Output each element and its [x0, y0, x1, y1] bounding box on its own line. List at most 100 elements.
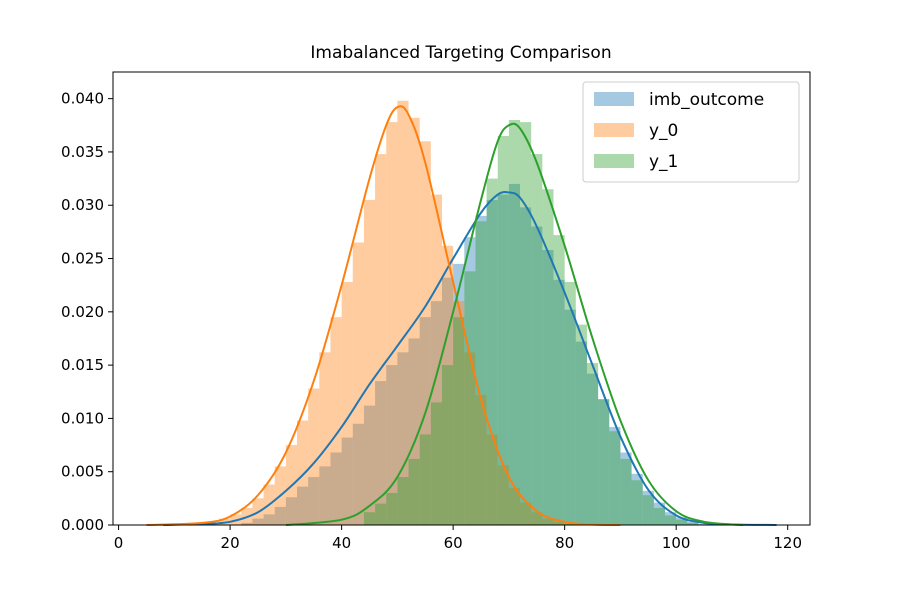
hist-bar-y-0 [386, 122, 398, 526]
hist-bar-y-1 [363, 512, 376, 525]
hist-bar-y-0 [308, 388, 320, 525]
hist-bar-imb-outcome [598, 399, 610, 525]
hist-bar-imb-outcome [631, 473, 643, 525]
hist-bar-imb-outcome [330, 452, 342, 525]
hist-bar-imb-outcome [665, 512, 677, 525]
hist-bar-imb-outcome [464, 237, 476, 525]
hist-bar-y-1 [620, 458, 632, 525]
hist-bar-y-1 [665, 515, 677, 525]
hist-bar-imb-outcome [698, 523, 710, 525]
y-tick-label: 0.015 [61, 356, 104, 374]
y-tick-label: 0.020 [61, 303, 104, 321]
legend-swatch-y-1 [594, 154, 634, 168]
hist-bar-imb-outcome [609, 426, 621, 525]
x-tick-label: 120 [773, 534, 802, 552]
hist-bar-imb-outcome [542, 250, 554, 525]
legend-box [582, 81, 800, 183]
hist-bar-y-1 [542, 189, 554, 525]
hist-bar-imb-outcome [263, 514, 275, 525]
hist-bar-imb-outcome [252, 518, 264, 525]
y-tick-label: 0.010 [61, 409, 104, 427]
hist-bar-imb-outcome [408, 338, 420, 525]
y-tick-label: 0.025 [61, 250, 104, 268]
hist-bar-y-0 [508, 487, 521, 525]
hist-bar-y-0 [352, 242, 364, 525]
legend-label-y-1: y_1 [649, 152, 678, 172]
hist-bar-imb-outcome [531, 226, 543, 525]
hist-bar-y-1 [676, 519, 688, 525]
hist-bar-y-0 [520, 502, 532, 525]
hist-bar-y-1 [642, 495, 654, 525]
hist-bar-y-0 [542, 518, 554, 525]
legend-label-y-0: y_0 [649, 121, 678, 141]
hist-bar-imb-outcome [386, 365, 398, 525]
hist-bar-imb-outcome [397, 352, 409, 525]
legend-swatch-imb-outcome [594, 92, 634, 106]
hist-bar-y-0 [553, 521, 565, 525]
hist-bar-y-1 [598, 399, 610, 525]
hist-bar-imb-outcome [475, 215, 487, 526]
x-tick-label: 100 [662, 534, 691, 552]
x-tick-label: 60 [444, 534, 463, 552]
hist-bar-imb-outcome [564, 309, 576, 525]
hist-bar-y-1 [564, 281, 576, 525]
hist-bar-imb-outcome [375, 381, 387, 525]
hist-bar-imb-outcome [453, 263, 465, 525]
hist-bar-imb-outcome [341, 437, 353, 525]
hist-bar-imb-outcome [520, 207, 532, 525]
hist-bar-imb-outcome [430, 301, 442, 525]
hist-bar-y-1 [497, 135, 509, 525]
hist-bar-imb-outcome [319, 466, 331, 525]
hist-bar-y-0 [375, 154, 387, 525]
hist-bar-imb-outcome [363, 405, 376, 525]
x-axis: 0 20 40 60 80 100 120 [114, 525, 802, 552]
hist-bar-imb-outcome [653, 502, 666, 525]
hist-bar-y-1 [475, 221, 487, 526]
hist-bar-y-0 [297, 420, 309, 525]
hist-bar-y-0 [430, 194, 442, 525]
plot-frame [112, 71, 811, 526]
hist-bar-y-0 [564, 523, 576, 525]
legend: imb_outcome y_0 y_1 [582, 81, 800, 183]
hist-bar-imb-outcome [508, 183, 521, 525]
hist-bar-y-1 [575, 324, 587, 525]
hist-bar-y-0 [363, 199, 376, 525]
y-tick-label: 0.030 [61, 196, 104, 214]
chart-title: Imabalanced Targeting Comparison [310, 43, 611, 63]
hist-bar-imb-outcome [441, 277, 454, 525]
hist-bar-y-1 [464, 271, 476, 525]
legend-swatch-y-0 [594, 123, 634, 137]
hist-bar-y-1 [386, 493, 398, 525]
hist-bar-y-1 [609, 431, 621, 525]
hist-bar-y-0 [330, 317, 342, 525]
hist-bar-y-1 [653, 507, 666, 525]
hist-bar-y-0 [531, 512, 543, 525]
y-axis: 0.000 0.005 0.010 0.015 0.020 0.025 0.030 0.035… [61, 90, 113, 534]
hist-bar-imb-outcome [297, 486, 309, 525]
kde-layer [146, 105, 777, 526]
kde-line-y-0 [146, 105, 621, 526]
hist-bar-y-0 [441, 245, 454, 525]
hist-bar-y-1 [375, 503, 387, 525]
hist-bar-imb-outcome [352, 423, 364, 525]
hist-bar-y-0 [486, 434, 498, 525]
hist-bar-imb-outcome [308, 477, 320, 525]
hist-bar-y-1 [586, 362, 599, 525]
hist-bar-imb-outcome [486, 199, 498, 525]
hist-bar-imb-outcome [419, 317, 431, 525]
y-tick-label: 0.005 [61, 463, 104, 481]
y-tick-label: 0.000 [61, 516, 104, 534]
hist-bar-imb-outcome [620, 452, 632, 525]
hist-bar-imb-outcome [553, 279, 565, 525]
hist-bar-y-1 [453, 317, 465, 525]
hist-bar-y-0 [497, 465, 509, 525]
hist-bar-imb-outcome [687, 521, 699, 525]
hist-bar-imb-outcome [285, 497, 298, 525]
hist-bar-imb-outcome [642, 490, 654, 525]
kde-line-y-1 [285, 122, 744, 526]
x-tick-label: 40 [332, 534, 351, 552]
hist-bar-y-1 [508, 119, 521, 525]
hist-bar-imb-outcome [497, 194, 509, 525]
legend-label-imb-outcome: imb_outcome [649, 90, 764, 110]
